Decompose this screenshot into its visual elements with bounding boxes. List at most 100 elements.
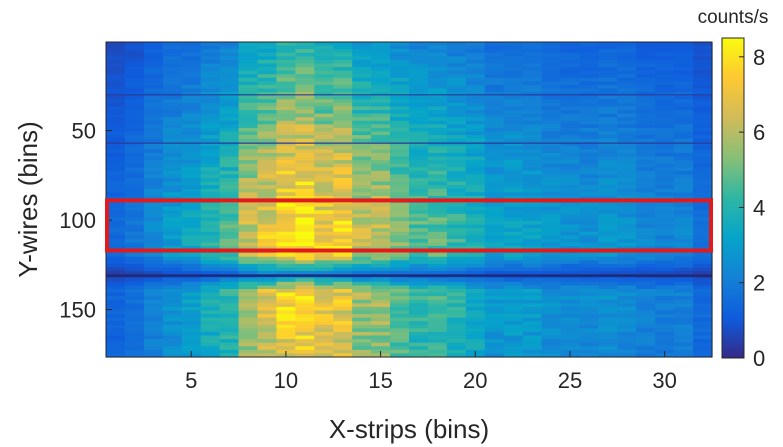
heatmap-cell — [446, 95, 467, 100]
heatmap-cell — [560, 306, 581, 312]
heatmap-cell — [371, 246, 391, 251]
heatmap-cell — [295, 81, 315, 86]
heatmap-cell — [314, 220, 334, 226]
heatmap-cell — [390, 163, 410, 168]
heatmap-cell — [503, 81, 524, 86]
heatmap-cell — [276, 120, 296, 125]
heatmap-cell — [522, 102, 543, 108]
heatmap-cell — [541, 127, 562, 133]
heatmap-cell — [257, 213, 278, 218]
heatmap-cell — [522, 217, 543, 222]
heatmap-cell — [446, 42, 467, 47]
heatmap-cell — [560, 59, 581, 65]
heatmap-cell — [257, 63, 278, 68]
heatmap-cell — [541, 188, 562, 193]
heatmap-cell — [106, 88, 126, 93]
heatmap-cell — [541, 70, 562, 75]
heatmap-cell — [409, 185, 429, 190]
heatmap-cell — [465, 170, 486, 176]
heatmap-cell — [409, 63, 429, 68]
heatmap-cell — [276, 263, 296, 269]
heatmap-cell — [257, 70, 278, 75]
heatmap-cell — [560, 271, 581, 276]
heatmap-cell — [465, 178, 486, 183]
heatmap-cell — [200, 127, 221, 133]
heatmap-cell — [693, 242, 713, 247]
heatmap-cell — [333, 178, 353, 183]
heatmap-cell — [219, 331, 240, 337]
heatmap-cell — [427, 84, 448, 90]
heatmap-cell — [219, 70, 240, 75]
heatmap-cell — [446, 335, 467, 340]
heatmap-cell — [295, 242, 315, 247]
heatmap-cell — [484, 210, 505, 215]
heatmap-cell — [503, 135, 524, 140]
heatmap-cell — [371, 142, 391, 147]
heatmap-cell — [390, 342, 410, 347]
colorbar-tick-label: 4 — [753, 195, 765, 220]
heatmap-cell — [106, 206, 126, 211]
heatmap-cell — [257, 210, 278, 215]
heatmap-cell — [465, 288, 486, 294]
heatmap-cell — [541, 263, 562, 269]
heatmap-cell — [541, 160, 562, 165]
heatmap-cell — [390, 170, 410, 176]
heatmap-cell — [560, 303, 581, 308]
heatmap-cell — [446, 306, 467, 312]
heatmap-cell — [655, 70, 675, 75]
heatmap-cell — [124, 346, 145, 351]
heatmap-cell — [465, 306, 486, 312]
heatmap-cell — [541, 195, 562, 201]
heatmap-cell — [674, 127, 694, 133]
heatmap-cell — [617, 206, 637, 211]
heatmap-cell — [446, 285, 467, 290]
heatmap-cell — [124, 195, 145, 201]
heatmap-cell — [181, 117, 202, 122]
heatmap-cell — [333, 224, 353, 229]
heatmap-cell — [655, 185, 675, 190]
heatmap-cell — [409, 77, 429, 82]
heatmap-cell — [352, 113, 372, 118]
heatmap-cell — [636, 42, 656, 47]
heatmap-cell — [219, 292, 240, 297]
colorbar-tick-label: 6 — [753, 120, 765, 145]
heatmap-cell — [655, 170, 675, 176]
heatmap-cell — [219, 163, 240, 168]
heatmap-cell — [219, 271, 240, 276]
heatmap-cell — [617, 106, 637, 111]
heatmap-cell — [276, 88, 296, 93]
heatmap-cell — [352, 163, 372, 168]
heatmap-cell — [257, 102, 278, 108]
heatmap-cell — [693, 206, 713, 211]
heatmap-cell — [200, 192, 221, 197]
heatmap-cell — [674, 174, 694, 179]
heatmap-cell — [314, 339, 334, 344]
heatmap-cell — [541, 317, 562, 322]
heatmap-cell — [333, 120, 353, 125]
heatmap-cell — [446, 299, 467, 304]
heatmap-cell — [409, 349, 429, 355]
heatmap-cell — [598, 203, 618, 208]
heatmap-cell — [124, 52, 145, 57]
heatmap-cell — [106, 310, 126, 315]
heatmap-cell — [276, 131, 296, 136]
heatmap-cell — [693, 288, 713, 294]
heatmap-cell — [503, 242, 524, 247]
heatmap-cell — [617, 167, 637, 172]
heatmap-cell — [579, 127, 599, 133]
heatmap-cell — [295, 278, 315, 283]
heatmap-cell — [579, 231, 599, 236]
heatmap-cell — [617, 238, 637, 244]
heatmap-cell — [503, 253, 524, 258]
heatmap-cell — [238, 256, 259, 261]
heatmap-cell — [124, 127, 145, 133]
heatmap-cell — [295, 52, 315, 57]
heatmap-cell — [522, 120, 543, 125]
heatmap-cell — [446, 81, 467, 86]
heatmap-cell — [636, 178, 656, 183]
heatmap-cell — [181, 310, 202, 315]
heatmap-cell — [636, 228, 656, 233]
heatmap-cell — [693, 117, 713, 122]
heatmap-cell — [503, 145, 524, 150]
heatmap-cell — [579, 56, 599, 61]
